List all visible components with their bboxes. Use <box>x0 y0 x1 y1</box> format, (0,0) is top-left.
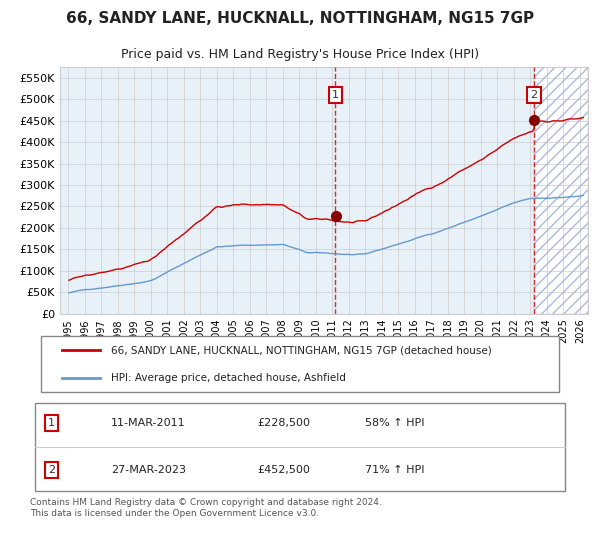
Text: Contains HM Land Registry data © Crown copyright and database right 2024.
This d: Contains HM Land Registry data © Crown c… <box>30 498 382 518</box>
Text: £228,500: £228,500 <box>257 418 310 428</box>
FancyBboxPatch shape <box>41 336 559 392</box>
Text: 1: 1 <box>332 90 339 100</box>
Text: Price paid vs. HM Land Registry's House Price Index (HPI): Price paid vs. HM Land Registry's House … <box>121 48 479 61</box>
Bar <box>534 67 588 314</box>
Text: £452,500: £452,500 <box>257 465 310 475</box>
Text: 58% ↑ HPI: 58% ↑ HPI <box>365 418 424 428</box>
Text: 66, SANDY LANE, HUCKNALL, NOTTINGHAM, NG15 7GP (detached house): 66, SANDY LANE, HUCKNALL, NOTTINGHAM, NG… <box>111 346 492 356</box>
Text: 27-MAR-2023: 27-MAR-2023 <box>111 465 186 475</box>
FancyBboxPatch shape <box>35 403 565 491</box>
Text: 2: 2 <box>48 465 55 475</box>
Text: 11-MAR-2011: 11-MAR-2011 <box>111 418 185 428</box>
Text: 2: 2 <box>530 90 538 100</box>
Text: 1: 1 <box>48 418 55 428</box>
Text: 66, SANDY LANE, HUCKNALL, NOTTINGHAM, NG15 7GP: 66, SANDY LANE, HUCKNALL, NOTTINGHAM, NG… <box>66 11 534 26</box>
Text: 71% ↑ HPI: 71% ↑ HPI <box>365 465 424 475</box>
Text: HPI: Average price, detached house, Ashfield: HPI: Average price, detached house, Ashf… <box>111 372 346 382</box>
